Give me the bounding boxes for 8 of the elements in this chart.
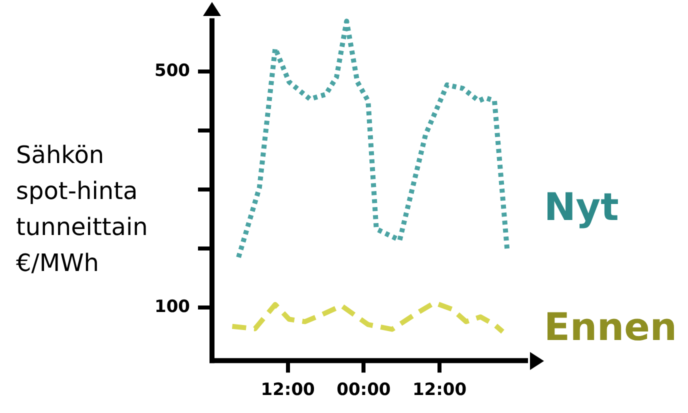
series-label: Ennen <box>544 304 677 349</box>
x-tick-label: 12:00 <box>412 380 467 400</box>
y-tick-label: 100 <box>154 296 190 317</box>
series-label: Nyt <box>544 184 619 229</box>
x-tick-label: 12:00 <box>260 380 316 400</box>
x-tick-label: 00:00 <box>336 380 391 400</box>
y-axis-title: Sähkön spot-hinta tunneittain €/MWh <box>16 141 148 278</box>
y-tick-label: 500 <box>154 60 190 81</box>
